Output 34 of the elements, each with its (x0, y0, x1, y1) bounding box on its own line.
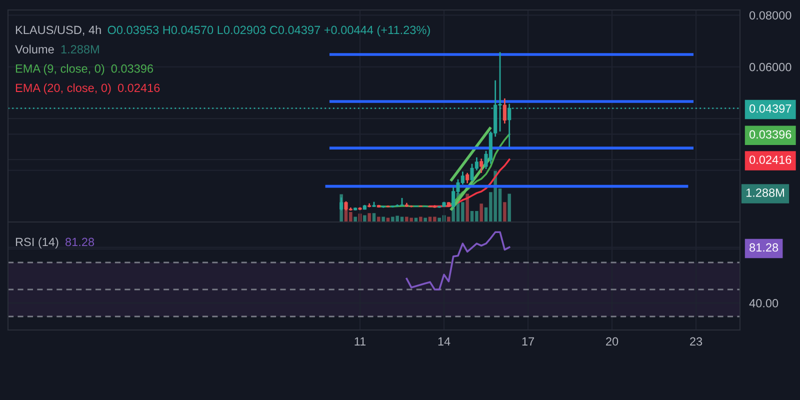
text: 1.288M (61, 45, 99, 54)
x-tick-label: 17 (522, 337, 534, 346)
bar (419, 216, 422, 222)
y-tick-label: 0.06000 (749, 62, 792, 72)
bar (368, 213, 371, 222)
text: RSI (14) (16, 237, 58, 248)
bar (363, 215, 366, 222)
bar (382, 216, 385, 222)
y-tick-label: 81.28 (750, 243, 778, 252)
bar (447, 216, 450, 222)
y-tick-label: 0.04397 (749, 104, 792, 113)
annotation: O0.03953 H0.04570 L0.02903 C0.04397 +0.00444 (+11.23%) (108, 26, 430, 36)
bar (466, 194, 469, 222)
text: Volume (15, 44, 54, 54)
x-tick-label: 20 (606, 337, 618, 346)
text: EMA (20, close, 0) (16, 83, 111, 94)
bar (377, 216, 380, 222)
bar (508, 194, 511, 222)
bar (480, 204, 483, 222)
text: EMA (9, close, 0) (16, 64, 104, 76)
x-tick-label: 14 (438, 337, 450, 346)
x-tick-label: 23 (690, 337, 702, 346)
text: 0.02416 (118, 84, 160, 92)
y-tick-label: 0.03396 (749, 130, 792, 139)
text: 0.03396 (111, 64, 154, 73)
text: KLAUS/USD, 4h (16, 26, 101, 36)
y-tick-label: 40.00 (749, 299, 778, 308)
y-tick-label: 0.08000 (749, 11, 792, 20)
y-tick-label: 0.02416 (749, 156, 792, 164)
bar (354, 216, 357, 222)
text: 81.28 (66, 238, 94, 246)
text: 1.288M (746, 188, 784, 197)
x-tick-label: 11 (354, 337, 366, 346)
bar (503, 202, 506, 222)
